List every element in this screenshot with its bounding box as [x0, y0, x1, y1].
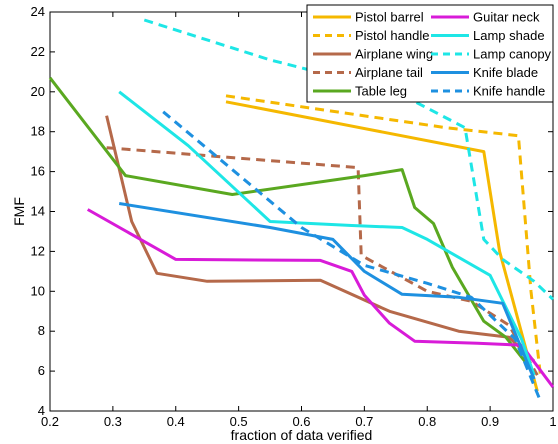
x-tick-label: 0.4	[167, 414, 185, 429]
x-tick-label: 0.7	[355, 414, 373, 429]
series-line-lamp-shade	[118, 90, 536, 376]
legend-label-airplane-tail: Airplane tail	[355, 65, 423, 80]
y-axis-title: FMF	[11, 197, 27, 226]
series-line-knife-blade	[118, 202, 536, 380]
y-tick-label: 22	[31, 44, 45, 59]
series-line-pistol-barrel	[225, 100, 539, 392]
legend-label-pistol-barrel: Pistol barrel	[355, 10, 424, 25]
legend: Pistol barrel Pistol handle Airplane wing A…	[306, 4, 554, 103]
series-line-knife-handle	[162, 110, 542, 402]
x-tick-label: 0.6	[292, 414, 310, 429]
axis-ticks: 0.2 0.3 0.4 0.5 0.6 0.7 0.8 0.9 1468101214161820…	[31, 4, 557, 429]
y-tick-label: 6	[38, 363, 45, 378]
legend-label-pistol-handle: Pistol handle	[355, 28, 429, 43]
series-line-guitar-neck	[86, 208, 555, 388]
legend-label-table-leg: Table leg	[355, 84, 407, 99]
x-tick-label: 0.3	[104, 414, 122, 429]
x-tick-label: 0.5	[230, 414, 248, 429]
series-line-table-leg	[48, 76, 529, 367]
legend-label-airplane-wing: Airplane wing	[355, 47, 433, 62]
legend-label-knife-handle: Knife handle	[473, 84, 545, 99]
y-tick-label: 14	[31, 204, 45, 219]
x-tick-label: 0.9	[481, 414, 499, 429]
x-tick-label: 0.8	[418, 414, 436, 429]
y-tick-label: 4	[38, 403, 45, 418]
y-tick-label: 16	[31, 164, 45, 179]
y-tick-label: 20	[31, 84, 45, 99]
x-axis-title: fraction of data verified	[231, 427, 373, 443]
y-tick-label: 18	[31, 124, 45, 139]
series-line-pistol-handle	[225, 94, 542, 376]
legend-label-lamp-shade: Lamp shade	[473, 28, 545, 43]
y-tick-label: 10	[31, 283, 45, 298]
legend-label-guitar-neck: Guitar neck	[473, 10, 540, 25]
y-tick-label: 24	[31, 4, 45, 19]
x-tick-label: 0.2	[41, 414, 59, 429]
series-line-lamp-canopy	[143, 18, 555, 301]
y-tick-label: 12	[31, 243, 45, 258]
series-layer	[48, 18, 555, 402]
y-tick-label: 8	[38, 323, 45, 338]
x-tick-label: 1	[549, 414, 556, 429]
legend-label-knife-blade: Knife blade	[473, 65, 538, 80]
legend-label-lamp-canopy: Lamp canopy	[473, 47, 552, 62]
